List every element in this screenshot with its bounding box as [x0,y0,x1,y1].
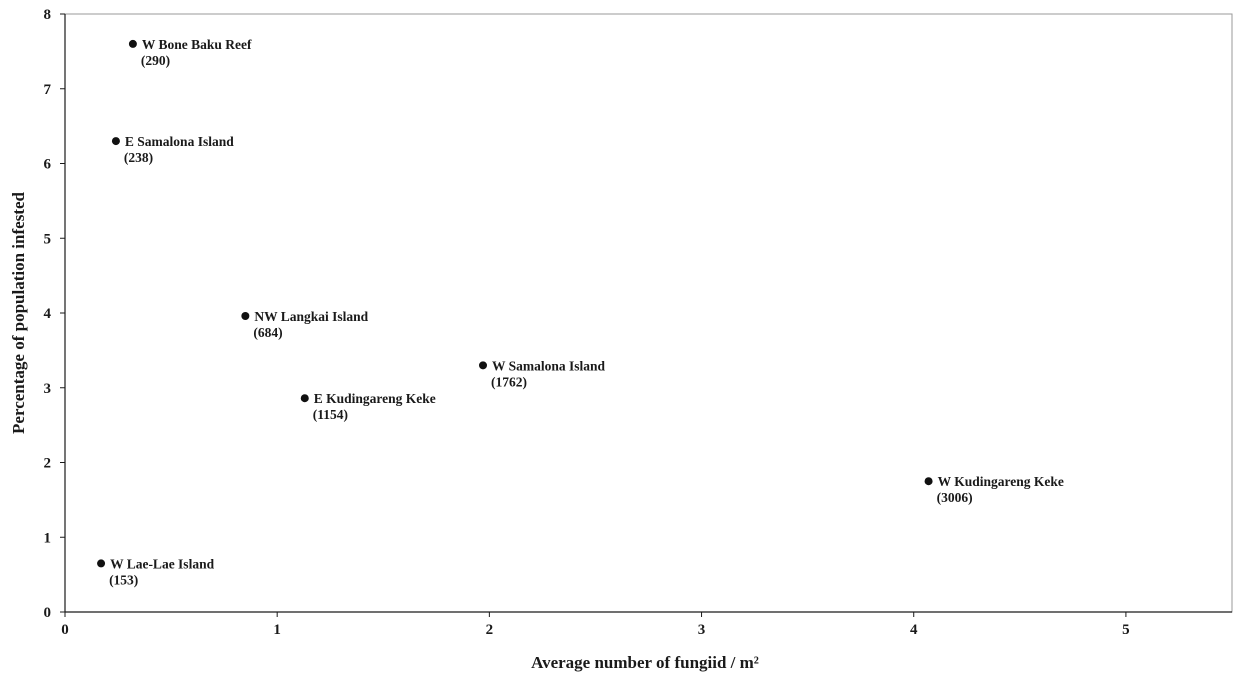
y-tick-label: 8 [44,7,52,23]
point-sample-size: (1762) [491,374,527,389]
data-points: W Bone Baku Reef(290)E Samalona Island(2… [97,37,1064,587]
data-point-group: E Kudingareng Keke(1154) [300,391,436,422]
point-sample-size: (238) [124,150,153,165]
point-label: NW Langkai Island [254,309,368,324]
y-tick-label: 1 [44,530,52,546]
y-tick-label: 7 [44,82,52,98]
data-point-group: W Samalona Island(1762) [478,358,606,389]
data-point [478,361,487,370]
data-point-group: W Lae-Lae Island(153) [97,556,215,587]
data-point [241,311,250,320]
data-point-group: W Bone Baku Reef(290) [128,37,252,68]
x-tick-label: 3 [698,622,706,638]
point-label: E Kudingareng Keke [314,391,436,406]
y-axis-ticks: 0 1 2 3 4 5 6 7 8 [44,7,65,621]
y-tick-label: 4 [44,306,52,322]
y-tick-label: 5 [44,231,52,247]
point-label: W Lae-Lae Island [110,556,215,571]
y-tick-label: 6 [44,157,52,173]
x-tick-label: 0 [61,622,69,638]
x-tick-label: 4 [910,622,918,638]
x-tick-label: 5 [1122,622,1130,638]
data-point [97,559,106,568]
x-axis-ticks: 0 1 2 3 4 5 [61,612,1130,638]
point-sample-size: (3006) [937,490,973,505]
data-point-group: W Kudingareng Keke(3006) [924,474,1064,505]
data-point [128,39,137,48]
data-point-group: NW Langkai Island(684) [241,309,369,340]
x-tick-label: 2 [486,622,494,638]
point-label: W Samalona Island [492,358,606,373]
point-label: W Kudingareng Keke [938,474,1064,489]
point-label: E Samalona Island [125,134,234,149]
x-axis-title: Average number of fungiid / m² [531,653,759,672]
data-point-group: E Samalona Island(238) [111,134,234,165]
y-tick-label: 0 [44,605,52,621]
x-tick-label: 1 [273,622,281,638]
point-sample-size: (1154) [313,407,348,422]
y-axis-title: Percentage of population infested [9,191,28,433]
point-sample-size: (153) [109,572,138,587]
plot-area-frame [64,13,1233,613]
y-tick-label: 3 [44,381,52,397]
data-point [924,477,933,486]
point-sample-size: (684) [253,325,282,340]
point-label: W Bone Baku Reef [142,37,252,52]
data-point [300,394,309,403]
point-sample-size: (290) [141,53,170,68]
y-tick-label: 2 [44,456,52,472]
data-point [111,137,120,146]
